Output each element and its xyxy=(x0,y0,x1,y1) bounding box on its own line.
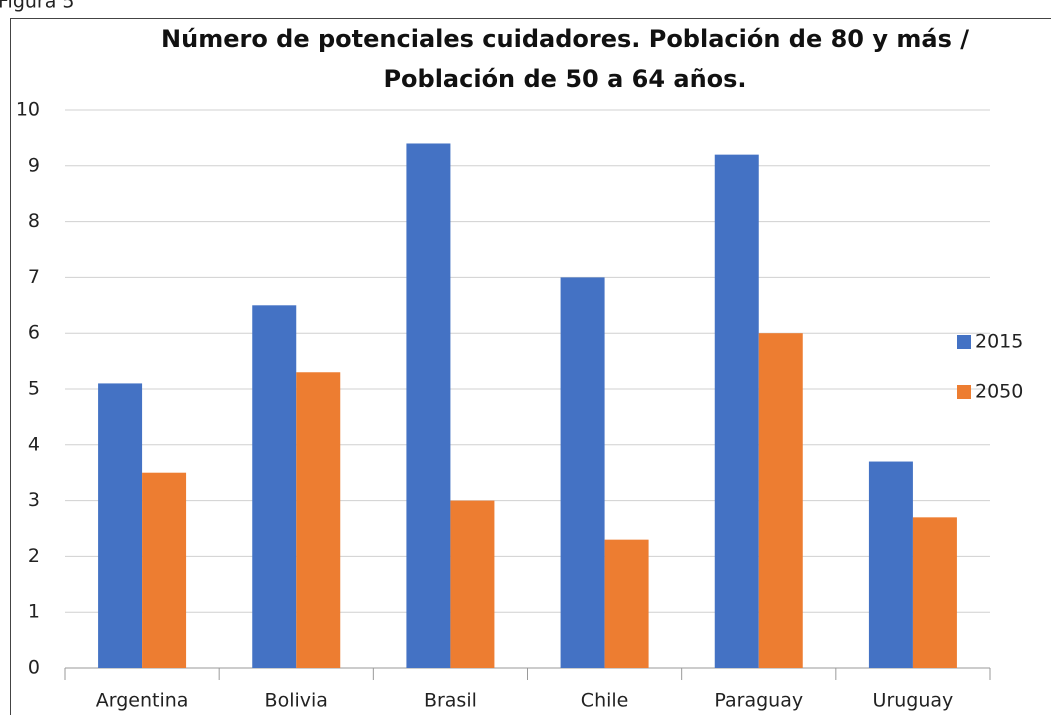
y-tick-label: 0 xyxy=(28,657,40,679)
bar xyxy=(714,154,759,668)
x-tick-label: Chile xyxy=(581,690,629,712)
legend-label: 2050 xyxy=(975,381,1023,403)
y-tick-label: 10 xyxy=(16,99,40,121)
bar xyxy=(758,333,803,668)
legend-label: 2015 xyxy=(975,331,1023,353)
y-tick-label: 5 xyxy=(28,378,40,400)
bar xyxy=(604,539,649,668)
caption: Figura 5 xyxy=(0,0,75,13)
y-tick-label: 3 xyxy=(28,489,40,511)
x-tick-label: Uruguay xyxy=(873,690,954,712)
y-tick-label: 4 xyxy=(28,433,40,455)
bar xyxy=(450,500,495,668)
bar xyxy=(868,461,913,668)
y-tick-label: 1 xyxy=(28,601,40,623)
bar xyxy=(406,143,451,669)
bar xyxy=(560,277,605,668)
chart-frame xyxy=(10,18,1051,715)
y-tick-label: 8 xyxy=(28,210,40,232)
legend-swatch xyxy=(957,385,971,399)
chart-title: Número de potenciales cuidadores. Poblac… xyxy=(161,25,969,53)
x-tick-label: Argentina xyxy=(96,690,189,712)
y-tick-label: 6 xyxy=(28,322,40,344)
legend-swatch xyxy=(957,335,971,349)
bar xyxy=(252,305,297,668)
y-tick-label: 9 xyxy=(28,154,40,176)
bar xyxy=(98,383,143,668)
y-tick-label: 7 xyxy=(28,266,40,288)
x-tick-label: Bolivia xyxy=(265,690,328,712)
bar xyxy=(142,472,187,668)
bar xyxy=(912,517,957,668)
x-tick-label: Paraguay xyxy=(714,690,803,712)
x-tick-label: Brasil xyxy=(424,690,477,712)
chart-title: Población de 50 a 64 años. xyxy=(383,65,746,93)
y-tick-label: 2 xyxy=(28,545,40,567)
bar xyxy=(296,372,341,668)
